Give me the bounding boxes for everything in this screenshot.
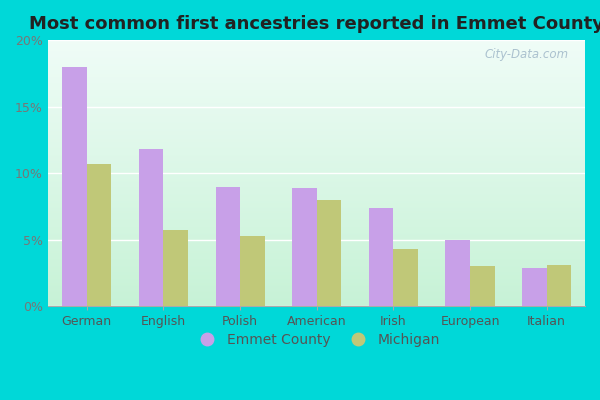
Bar xyxy=(215,186,240,306)
Bar xyxy=(522,268,547,306)
Bar xyxy=(369,208,394,306)
Title: Most common first ancestries reported in Emmet County: Most common first ancestries reported in… xyxy=(29,15,600,33)
Bar xyxy=(139,149,163,306)
Bar xyxy=(292,188,317,306)
Bar xyxy=(87,164,111,306)
Text: City-Data.com: City-Data.com xyxy=(485,48,569,61)
Bar xyxy=(62,67,87,306)
Bar xyxy=(240,236,265,306)
Bar xyxy=(163,230,188,306)
Bar xyxy=(445,240,470,306)
Bar xyxy=(547,265,571,306)
Legend: Emmet County, Michigan: Emmet County, Michigan xyxy=(188,328,446,353)
Bar xyxy=(394,249,418,306)
Bar xyxy=(317,200,341,306)
Bar xyxy=(470,266,494,306)
